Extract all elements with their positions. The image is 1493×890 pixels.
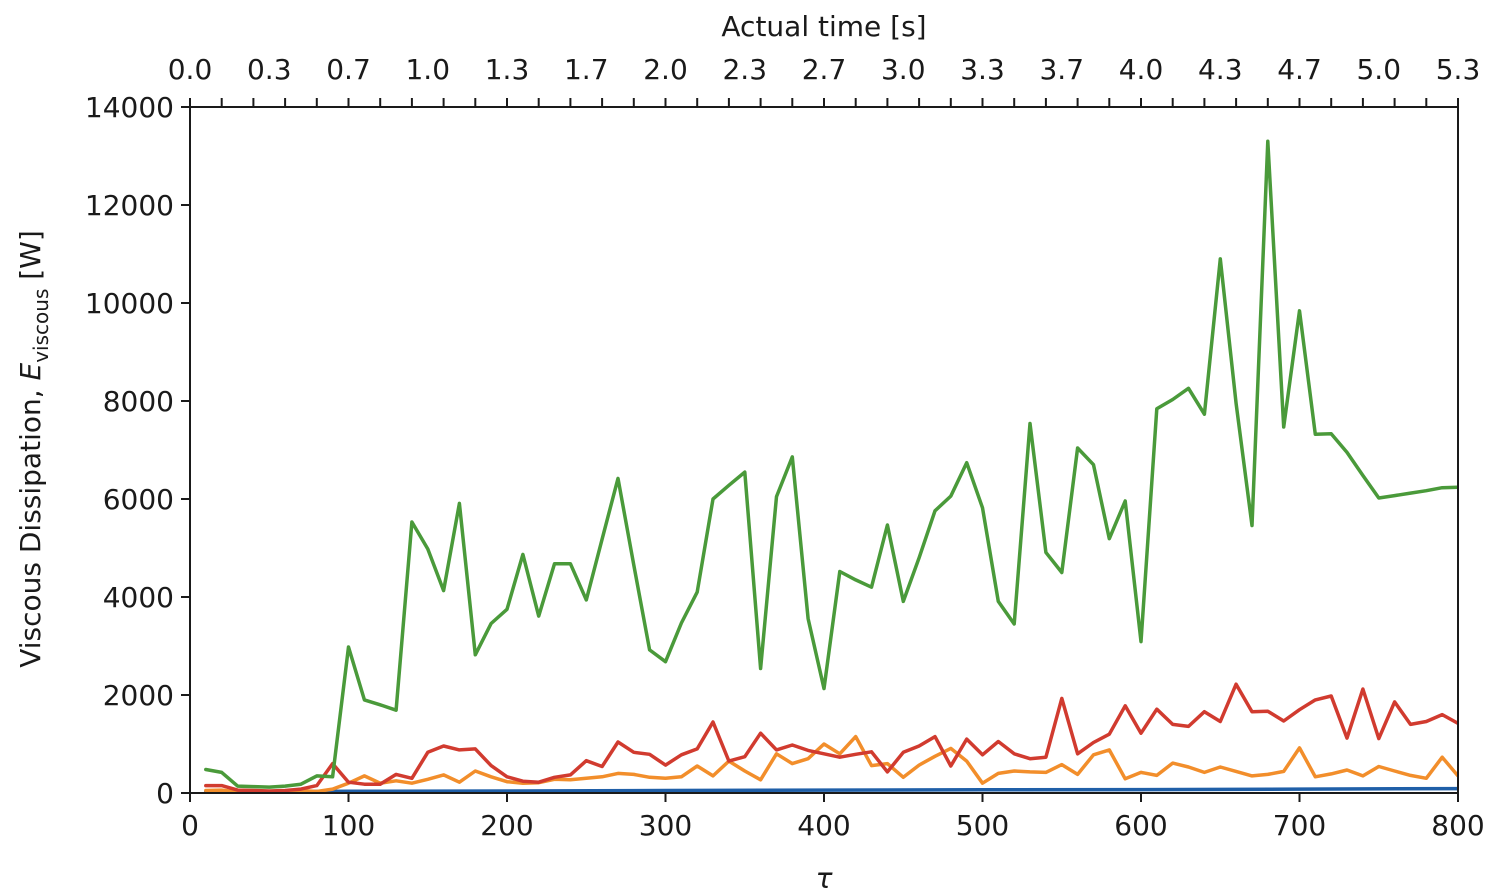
y-axis-title: Viscous Dissipation, Eviscous [W] [14, 230, 53, 668]
y-tick-label: 14000 [85, 91, 174, 124]
x-tick-label: 600 [1114, 809, 1167, 842]
x-tick-label: 300 [639, 809, 692, 842]
top-tick-label: 2.7 [802, 53, 847, 86]
y-tick-label: 0 [156, 777, 174, 810]
series-line-2 [204, 734, 1458, 793]
y-tick-label: 8000 [103, 385, 174, 418]
y-axis-title-var: E [14, 362, 47, 380]
x-tick-label: 400 [797, 809, 850, 842]
top-tick-label: 0.7 [326, 53, 371, 86]
top-tick-label: 2.0 [643, 53, 688, 86]
y-tick-label: 12000 [85, 189, 174, 222]
top-tick-label: 2.3 [722, 53, 767, 86]
top-tick-label: 1.7 [564, 53, 609, 86]
top-tick-label: 3.3 [960, 53, 1005, 86]
y-axis-title-sub: viscous [29, 289, 53, 363]
series-line-4 [204, 139, 1458, 789]
top-tick-label: 0.0 [168, 53, 213, 86]
top-tick-label: 3.0 [881, 53, 926, 86]
x-tick-label: 800 [1431, 809, 1484, 842]
x-axis-ticks: 0 100 200 300 400 500 600 700 800 [181, 793, 1485, 842]
y-axis-ticks: 0 2000 4000 6000 8000 10000 12000 14000 [85, 91, 190, 810]
y-tick-label: 2000 [103, 679, 174, 712]
top-tick-label: 3.7 [1039, 53, 1084, 86]
top-tick-label: 5.3 [1436, 53, 1481, 86]
x-tick-label: 700 [1273, 809, 1326, 842]
y-axis-title-pre: Viscous Dissipation, [14, 380, 47, 667]
y-tick-label: 4000 [103, 581, 174, 614]
top-tick-label: 5.0 [1356, 53, 1401, 86]
top-tick-label: 1.3 [485, 53, 530, 86]
x-tick-label: 500 [956, 809, 1009, 842]
top-tick-label: 1.0 [405, 53, 450, 86]
y-tick-label: 6000 [103, 483, 174, 516]
top-tick-label: 4.7 [1277, 53, 1322, 86]
top-axis-ticks: 0.0 0.3 0.7 1.0 1.3 1.7 2.0 2.3 2.7 3.0 3.3 3.7 4.0 4… [168, 53, 1481, 107]
series-line-1 [204, 786, 1458, 793]
x-tick-label: 200 [480, 809, 533, 842]
y-tick-label: 10000 [85, 287, 174, 320]
y-axis-title-post: [W] [14, 230, 47, 288]
top-x-axis-title: Actual time [s] [721, 10, 926, 43]
top-tick-label: 0.3 [247, 53, 292, 86]
x-tick-label: 100 [322, 809, 375, 842]
x-tick-label: 0 [181, 809, 199, 842]
series-lines [204, 139, 1458, 793]
top-tick-label: 4.0 [1119, 53, 1164, 86]
x-axis-title: τ [816, 862, 833, 890]
top-tick-label: 4.3 [1198, 53, 1243, 86]
series-line-3 [204, 682, 1458, 793]
